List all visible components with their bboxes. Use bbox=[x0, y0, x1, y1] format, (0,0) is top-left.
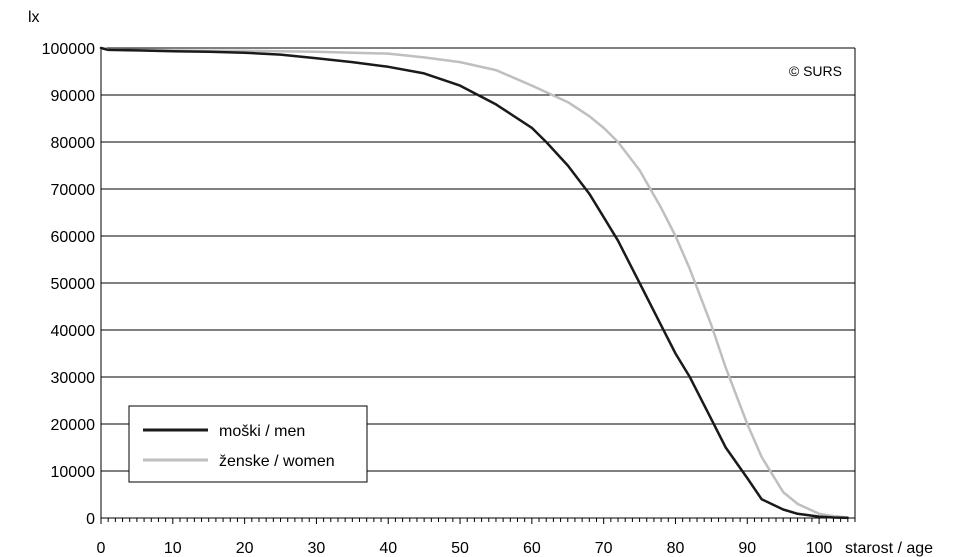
y-axis-ticks: 0 10000 20000 30000 40000 50000 60000 70000 8000… bbox=[42, 41, 95, 528]
x-tick-label-30: 30 bbox=[308, 540, 326, 557]
gridlines bbox=[100, 47, 856, 519]
y-tick-label-100000: 100000 bbox=[42, 41, 95, 58]
x-tick-label-40: 40 bbox=[379, 540, 397, 557]
x-tick-label-10: 10 bbox=[164, 540, 182, 557]
y-tick-label-40000: 40000 bbox=[51, 323, 96, 340]
legend-label-men: moški / men bbox=[219, 423, 305, 440]
series-lines bbox=[99, 46, 850, 520]
y-tick-label-60000: 60000 bbox=[51, 229, 96, 246]
x-axis-ticks: 0 10 20 30 40 50 60 70 80 90 100 bbox=[97, 518, 856, 557]
x-tick-label-90: 90 bbox=[738, 540, 756, 557]
x-tick-label-50: 50 bbox=[451, 540, 469, 557]
legend: moški / men ženske / women bbox=[128, 405, 368, 483]
legend-label-women: ženske / women bbox=[219, 453, 335, 470]
y-tick-label-90000: 90000 bbox=[51, 88, 96, 105]
series-line-men bbox=[99, 46, 850, 520]
y-tick-label-0: 0 bbox=[86, 511, 95, 528]
x-tick-label-80: 80 bbox=[667, 540, 685, 557]
x-tick-label-100: 100 bbox=[806, 540, 833, 557]
y-tick-label-50000: 50000 bbox=[51, 276, 96, 293]
x-tick-label-20: 20 bbox=[236, 540, 254, 557]
y-tick-label-10000: 10000 bbox=[51, 464, 96, 481]
y-tick-label-20000: 20000 bbox=[51, 417, 96, 434]
y-tick-label-80000: 80000 bbox=[51, 135, 96, 152]
x-tick-label-70: 70 bbox=[595, 540, 613, 557]
y-tick-label-70000: 70000 bbox=[51, 182, 96, 199]
y-tick-label-30000: 30000 bbox=[51, 370, 96, 387]
x-tick-label-0: 0 bbox=[97, 540, 106, 557]
y-axis-title: lx bbox=[28, 9, 40, 26]
legend-box bbox=[128, 405, 368, 483]
x-tick-label-60: 60 bbox=[523, 540, 541, 557]
series-line-women bbox=[99, 46, 850, 519]
x-axis-title: starost / age bbox=[845, 540, 933, 557]
copyright-notice: © SURS bbox=[789, 63, 842, 79]
